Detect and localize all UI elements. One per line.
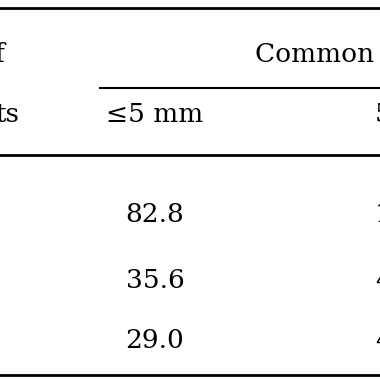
- Text: f: f: [0, 43, 5, 68]
- Text: 29.0: 29.0: [126, 328, 184, 353]
- Text: 1: 1: [375, 203, 380, 228]
- Text: 4: 4: [375, 328, 380, 353]
- Text: 4: 4: [375, 268, 380, 293]
- Text: Common bile: Common bile: [255, 43, 380, 68]
- Text: ts: ts: [0, 103, 19, 128]
- Text: 82.8: 82.8: [126, 203, 184, 228]
- Text: ≤5 mm: ≤5 mm: [106, 103, 204, 128]
- Text: 5.1-6: 5.1-6: [375, 103, 380, 128]
- Text: 35.6: 35.6: [126, 268, 184, 293]
